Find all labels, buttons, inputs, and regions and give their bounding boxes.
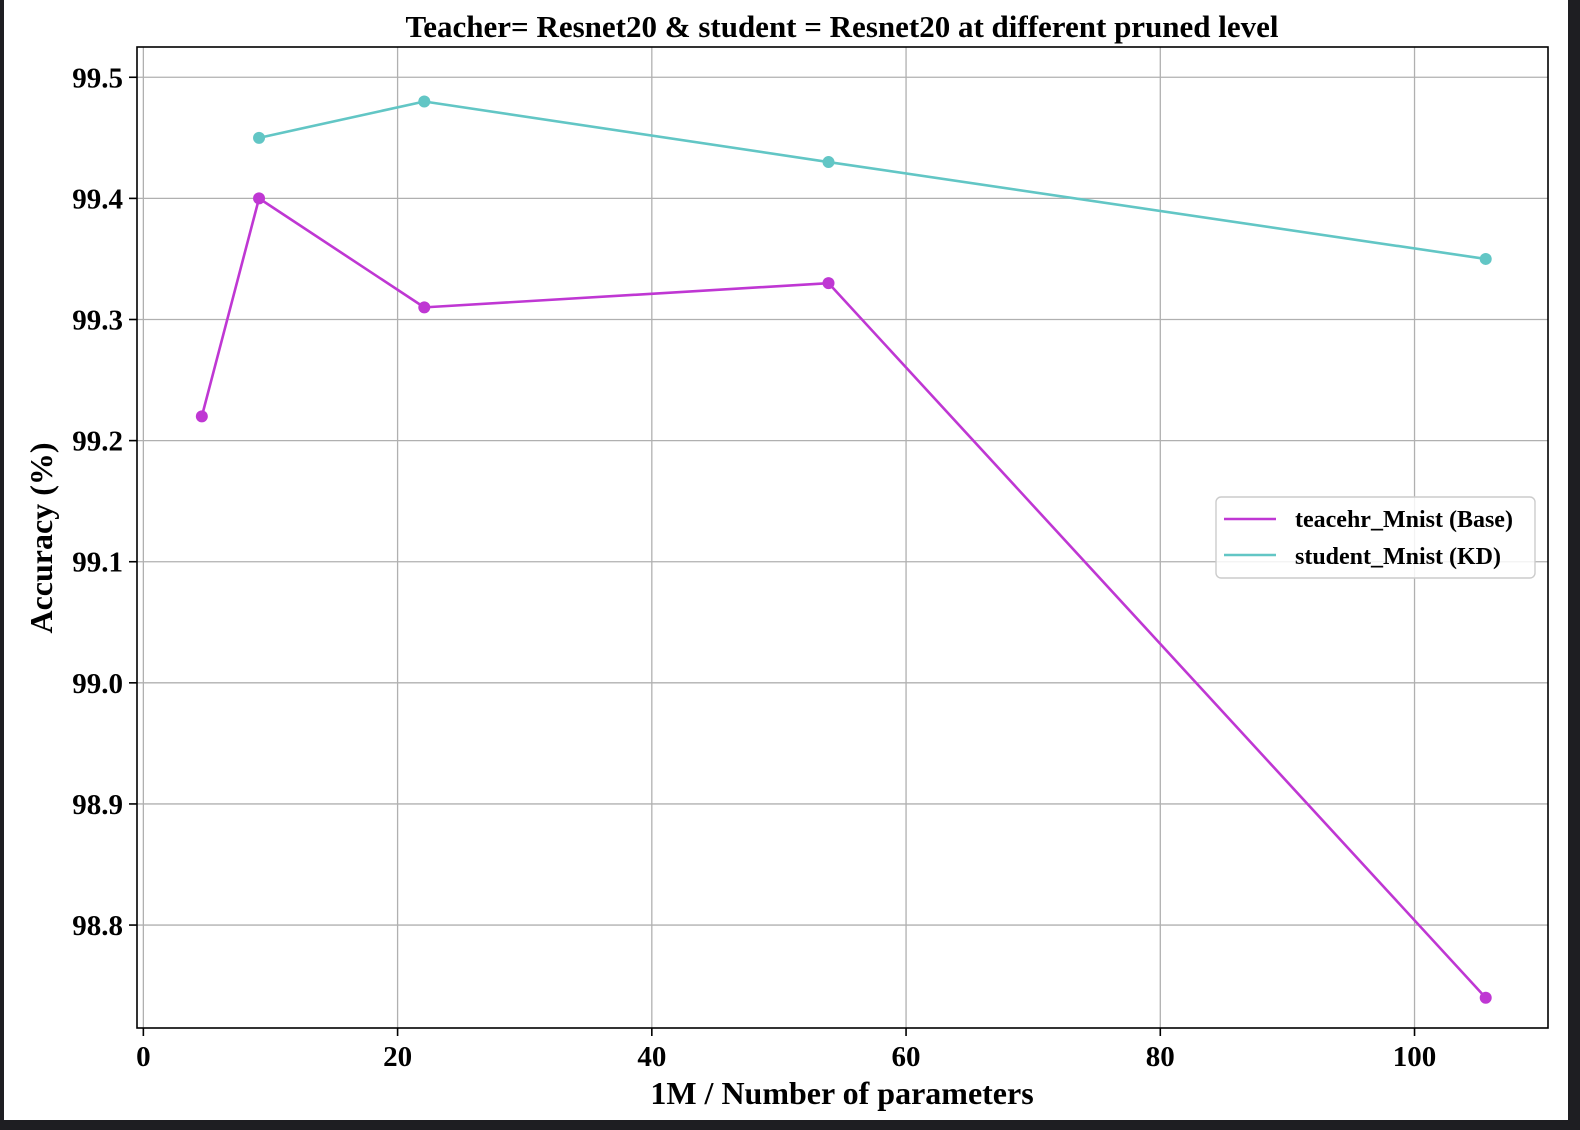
legend-label-student: student_Mnist (KD) [1295, 544, 1501, 570]
data-point-student [1479, 252, 1492, 265]
x-tick-label: 60 [892, 1041, 921, 1073]
series-line-student [258, 100, 1486, 261]
x-tick-label: 40 [637, 1041, 666, 1073]
plot-area-frame [136, 46, 1549, 1029]
data-point-teacher [418, 301, 431, 314]
series-line-teacher [200, 197, 1487, 999]
grid-lines [137, 47, 1548, 1028]
x-tick-label: 0 [136, 1041, 151, 1073]
legend-box [1215, 496, 1536, 579]
legend: teacehr_Mnist (Base) student_Mnist (KD) [1215, 496, 1536, 579]
data-point-teacher [822, 277, 835, 290]
y-tick-label: 99.1 [72, 547, 123, 579]
x-tick-label: 20 [383, 1041, 412, 1073]
chart-title: Teacher= Resnet20 & student = Resnet20 a… [405, 9, 1278, 44]
legend-label-teacher: teacehr_Mnist (Base) [1295, 507, 1513, 533]
data-point-teacher [1479, 991, 1492, 1004]
data-point-teacher [195, 410, 208, 423]
series-layer [195, 95, 1492, 1004]
window-edge-left [0, 0, 4, 1130]
y-tick-label: 98.9 [72, 789, 123, 821]
data-point-teacher [253, 192, 266, 205]
window-edge-bottom [0, 1120, 1580, 1130]
y-tick-label: 99.0 [72, 668, 123, 700]
x-tick-label: 80 [1146, 1041, 1175, 1073]
x-axis-label: 1M / Number of parameters [650, 1075, 1033, 1111]
y-tick-label: 99.4 [72, 183, 123, 215]
window-edge-right [1568, 0, 1580, 1130]
y-tick-label: 99.3 [72, 305, 123, 337]
y-tick-label: 99.5 [72, 62, 123, 94]
y-axis-label: Accuracy (%) [23, 442, 59, 633]
y-tick-label: 98.8 [72, 910, 123, 942]
data-point-student [418, 95, 431, 108]
axis-ticks: 0 20 40 60 80 100 98.8 98.9 99.0 99.1 99.2 99.3 99.4… [72, 62, 1436, 1073]
y-tick-label: 99.2 [72, 426, 123, 458]
x-tick-label: 100 [1393, 1041, 1437, 1073]
data-point-student [253, 131, 266, 144]
data-point-student [822, 156, 835, 169]
